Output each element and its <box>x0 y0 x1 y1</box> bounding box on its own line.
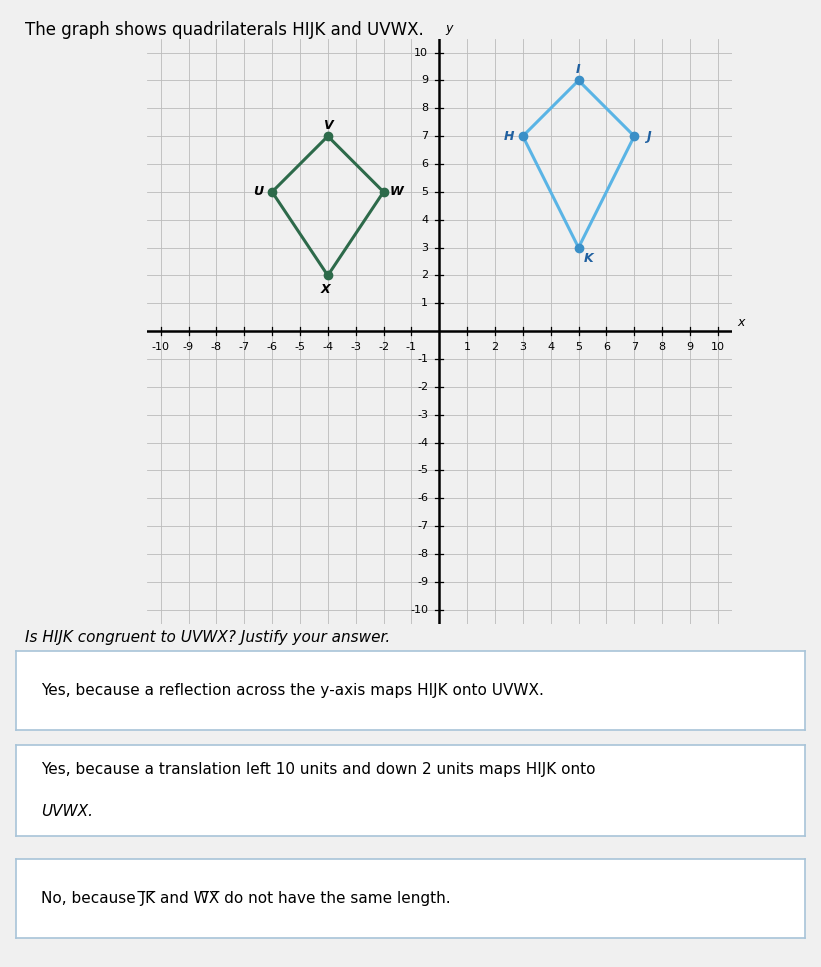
Text: 9: 9 <box>421 75 428 85</box>
Text: UVWX.: UVWX. <box>41 805 93 819</box>
Text: -1: -1 <box>417 354 428 364</box>
Text: -6: -6 <box>267 342 277 352</box>
Text: 10: 10 <box>414 47 428 58</box>
Text: 4: 4 <box>421 215 428 224</box>
Text: 1: 1 <box>421 299 428 308</box>
Text: -2: -2 <box>417 382 428 392</box>
Text: 2: 2 <box>421 271 428 280</box>
Text: 5: 5 <box>575 342 582 352</box>
Text: -4: -4 <box>322 342 333 352</box>
Text: 8: 8 <box>421 103 428 113</box>
Text: -9: -9 <box>417 577 428 587</box>
Text: H: H <box>503 130 514 143</box>
Text: -8: -8 <box>417 549 428 559</box>
Text: -4: -4 <box>417 438 428 448</box>
Text: 7: 7 <box>631 342 638 352</box>
Text: V: V <box>323 119 333 132</box>
Text: I: I <box>576 63 580 75</box>
Text: -3: -3 <box>417 410 428 420</box>
Text: 1: 1 <box>464 342 470 352</box>
Text: Yes, because a reflection across the y‐axis maps HIJK onto UVWX.: Yes, because a reflection across the y‐a… <box>41 683 544 698</box>
Text: X: X <box>320 283 330 296</box>
Text: J: J <box>646 130 650 143</box>
Text: 8: 8 <box>658 342 666 352</box>
Text: 6: 6 <box>603 342 610 352</box>
Text: 4: 4 <box>547 342 554 352</box>
Text: y: y <box>445 22 452 36</box>
Text: -2: -2 <box>378 342 389 352</box>
Text: -1: -1 <box>406 342 417 352</box>
Text: 3: 3 <box>421 243 428 252</box>
Text: No, because J̅K̅ and W̅X̅ do not have the same length.: No, because J̅K̅ and W̅X̅ do not have th… <box>41 891 451 906</box>
Text: U: U <box>253 186 264 198</box>
Text: 7: 7 <box>421 132 428 141</box>
Text: 9: 9 <box>686 342 694 352</box>
Text: K: K <box>584 252 593 265</box>
Text: -5: -5 <box>417 465 428 476</box>
Text: -10: -10 <box>410 604 428 615</box>
Text: -6: -6 <box>417 493 428 504</box>
Text: -8: -8 <box>211 342 222 352</box>
Text: Yes, because a translation left 10 units and down 2 units maps HIJK onto: Yes, because a translation left 10 units… <box>41 762 595 777</box>
Text: -9: -9 <box>183 342 194 352</box>
Text: W: W <box>389 186 403 198</box>
Text: Is HIJK congruent to UVWX? Justify your answer.: Is HIJK congruent to UVWX? Justify your … <box>25 630 390 646</box>
Text: 6: 6 <box>421 159 428 169</box>
Text: 2: 2 <box>492 342 498 352</box>
Text: -10: -10 <box>152 342 170 352</box>
Text: -5: -5 <box>295 342 305 352</box>
Text: 10: 10 <box>711 342 725 352</box>
Text: -7: -7 <box>417 521 428 531</box>
Text: The graph shows quadrilaterals HIJK and UVWX.: The graph shows quadrilaterals HIJK and … <box>25 21 424 40</box>
Text: -7: -7 <box>239 342 250 352</box>
Text: 5: 5 <box>421 187 428 197</box>
Text: x: x <box>738 316 745 330</box>
Text: -3: -3 <box>351 342 361 352</box>
Text: 3: 3 <box>520 342 526 352</box>
